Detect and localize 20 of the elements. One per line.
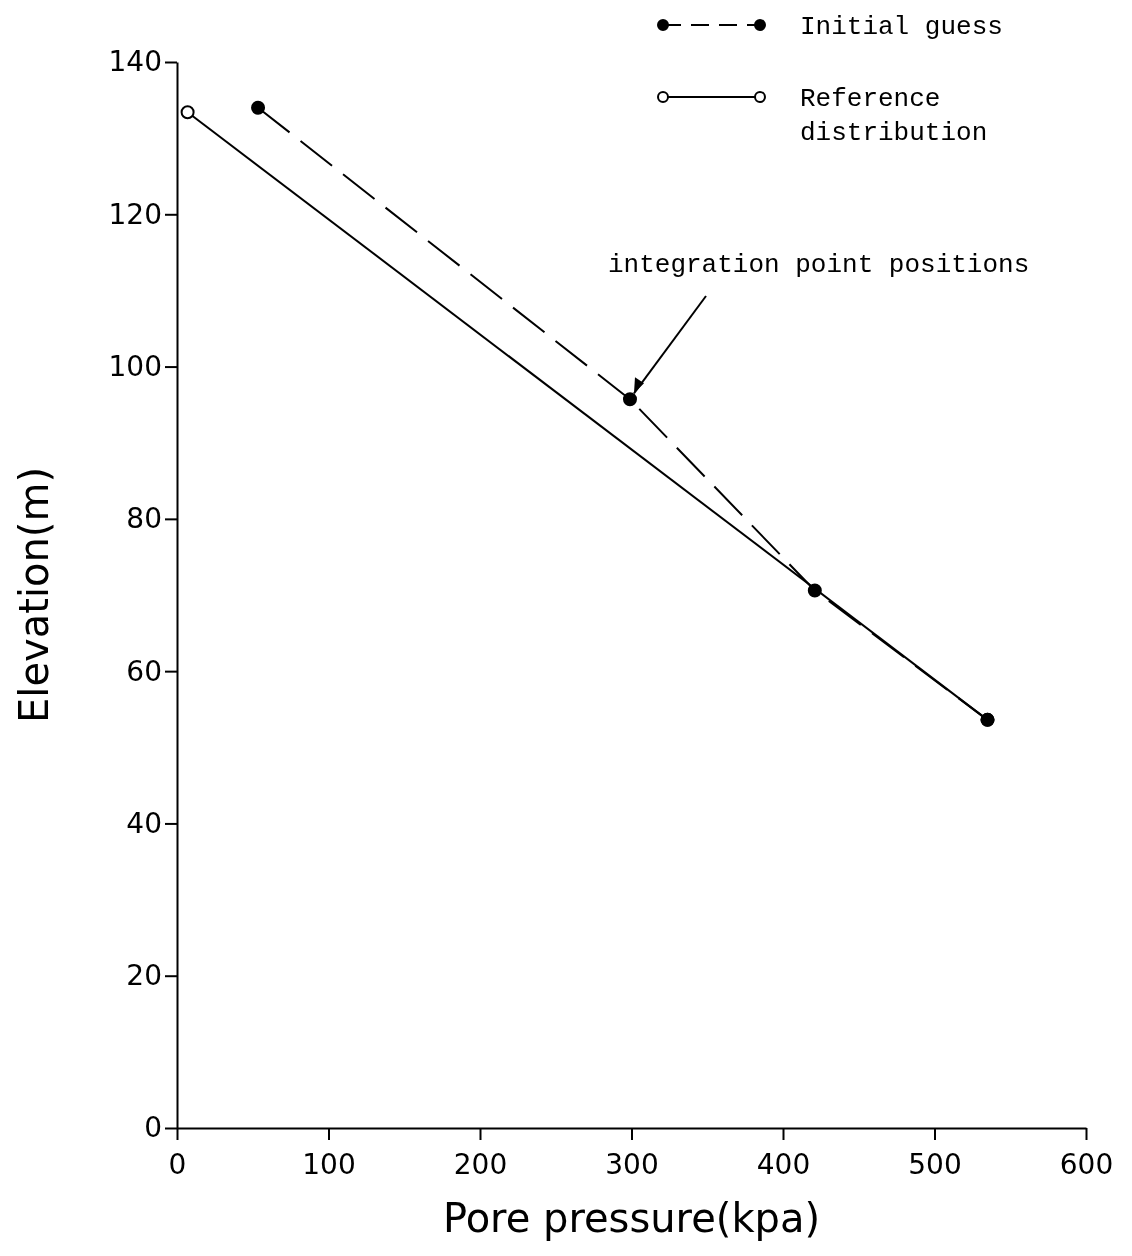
y-tick-label: 140 [108,45,162,79]
x-tick-label: 400 [756,1147,811,1181]
y-tick-label: 60 [126,654,162,688]
y-tick-label: 20 [126,959,162,993]
x-tick-label: 300 [605,1147,659,1181]
x-tick-label: 100 [302,1147,356,1181]
x-axis-title: Pore pressure(kpa) [442,1195,821,1241]
y-tick-label: 0 [144,1111,162,1145]
annotation: integration point positions [608,250,1030,280]
y-tick-label: 100 [108,350,162,384]
y-tick-label: 120 [108,197,162,231]
legend-label: Reference distribution [800,84,988,148]
y-tick-label: 40 [126,806,162,840]
x-tick-label: 0 [168,1147,187,1181]
x-tick-label: 600 [1059,1147,1114,1181]
legend-label: Initial guess [800,12,1003,42]
y-tick-label: 80 [126,502,162,536]
y-axis-title: Elevation(m) [11,467,57,723]
x-tick-label: 500 [908,1147,962,1181]
x-tick-label: 200 [453,1147,508,1181]
